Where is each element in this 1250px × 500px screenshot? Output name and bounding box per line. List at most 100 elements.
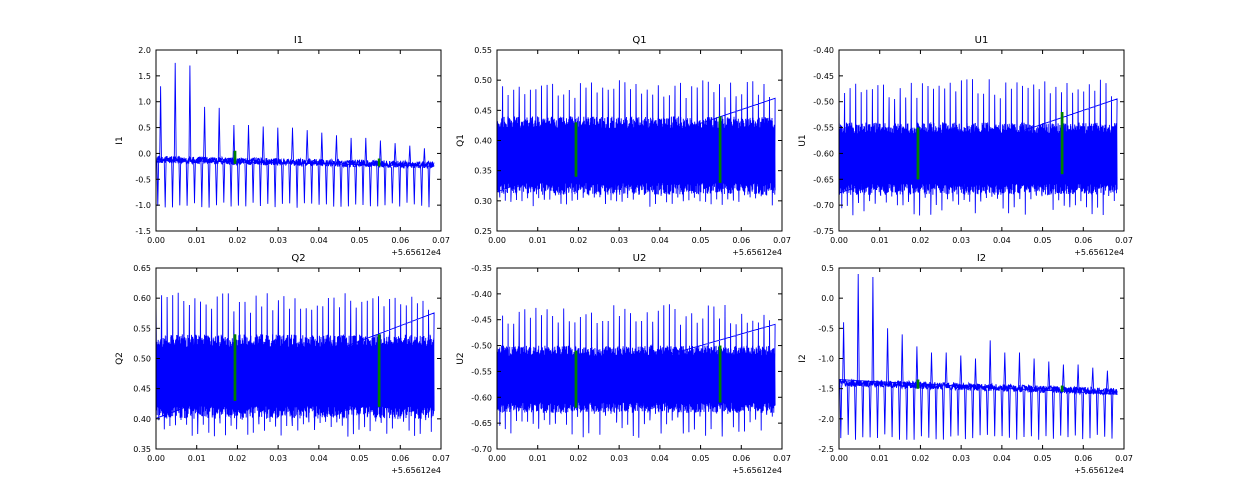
x-tick-label: 0.00 [830,454,848,463]
x-tick-label: 0.03 [610,454,628,463]
y-tick-label: 0.35 [474,167,492,176]
y-tick-label: -0.70 [813,201,834,210]
series-line [497,80,776,207]
x-tick-label: 0.05 [1034,236,1052,245]
y-tick-label: 0.40 [474,137,492,146]
x-tick-label: 0.00 [147,454,165,463]
x-tick-label: 0.04 [993,236,1011,245]
y-tick-label: -0.50 [813,98,834,107]
x-offset-label: +5.65612e4 [391,466,441,475]
plot-area [839,79,1118,216]
x-tick-label: 0.06 [1074,454,1092,463]
series-line [839,79,1118,216]
y-tick-label: 0.45 [133,385,151,394]
x-tick-label: 0.07 [773,236,791,245]
x-tick-label: 0.04 [993,454,1011,463]
plot-area [156,62,436,208]
plot-area [497,80,776,207]
y-tick-label: 0.0 [821,294,834,303]
subplot-Q2: 0.00 0.01 0.02 0.03 0.04 0.05 0.06 0.07 0.35 0.40… [115,253,450,475]
x-tick-label: 0.02 [570,454,588,463]
y-axis-label: I2 [798,354,808,362]
x-tick-label: 0.01 [529,236,547,245]
x-tick-label: 0.04 [310,454,328,463]
subplot-I2: 0.00 0.01 0.02 0.03 0.04 0.05 0.06 0.07 -2.5 -2.0… [798,253,1133,475]
axes-frame [838,49,1125,232]
y-tick-label: 0.30 [474,197,492,206]
y-tick-label: -0.60 [813,149,834,158]
y-tick-label: 0.60 [133,294,151,303]
y-axis-label: Q1 [456,134,466,147]
series-line [497,304,776,438]
x-tick-label: 0.06 [732,236,750,245]
x-tick-label: 0.05 [692,236,710,245]
x-tick-label: 0.02 [912,454,930,463]
subplot-U2: 0.00 0.01 0.02 0.03 0.04 0.05 0.06 0.07 -0.70 -0.… [456,253,791,475]
y-tick-label: 0.50 [474,76,492,85]
x-tick-label: 0.04 [310,236,328,245]
y-axis-label: I1 [115,136,125,144]
y-axis-label: Q2 [115,352,125,365]
y-tick-label: -0.40 [471,290,492,299]
x-tick-label: 0.01 [871,454,889,463]
x-tick-label: 0.05 [351,454,369,463]
axes-frame [496,267,783,450]
plot-area [497,304,776,438]
axes-frame [155,49,442,232]
y-tick-label: -0.55 [813,124,834,133]
x-tick-label: 0.03 [269,236,287,245]
y-tick-label: -0.5 [818,324,834,333]
x-offset-label: +5.65612e4 [1074,466,1124,475]
x-tick-label: 0.05 [692,454,710,463]
x-tick-label: 0.01 [871,236,889,245]
subplot-title: Q1 [632,35,646,46]
y-tick-label: -0.5 [135,175,151,184]
y-tick-label: -0.60 [471,393,492,402]
y-tick-label: 0.50 [133,355,151,364]
subplot-title: I1 [294,35,303,46]
x-offset-label: +5.65612e4 [1074,248,1124,257]
y-tick-label: 0.5 [138,124,151,133]
subplot-title: I2 [977,253,986,264]
y-tick-label: 0.5 [821,264,834,273]
y-tick-label: -1.0 [135,201,151,210]
y-tick-label: -0.45 [813,72,834,81]
x-tick-label: 0.03 [952,454,970,463]
x-tick-label: 0.00 [147,236,165,245]
plot-area [839,273,1119,440]
y-tick-label: -1.5 [135,227,151,236]
y-tick-label: -0.65 [813,175,834,184]
y-tick-label: -0.75 [813,227,834,236]
y-tick-label: -1.5 [818,385,834,394]
subplot-Q1: 0.00 0.01 0.02 0.03 0.04 0.05 0.06 0.07 0.25 0.30… [456,35,791,257]
y-tick-label: 0.25 [474,227,492,236]
x-tick-label: 0.01 [529,454,547,463]
y-tick-label: 0.0 [138,149,151,158]
series-line [156,292,435,437]
subplot-U1: 0.00 0.01 0.02 0.03 0.04 0.05 0.06 0.07 -0.75 -0.… [798,35,1133,257]
x-offset-label: +5.65612e4 [732,466,782,475]
x-tick-label: 0.07 [432,454,450,463]
y-tick-label: 0.35 [133,445,151,454]
x-tick-label: 0.04 [651,236,669,245]
y-tick-label: -0.65 [471,419,492,428]
x-tick-label: 0.03 [269,454,287,463]
x-tick-label: 0.07 [432,236,450,245]
x-tick-label: 0.04 [651,454,669,463]
series-line [839,273,1119,440]
x-tick-label: 0.01 [188,236,206,245]
y-tick-label: -0.45 [471,316,492,325]
x-tick-label: 0.03 [952,236,970,245]
y-tick-label: -0.55 [471,367,492,376]
x-offset-label: +5.65612e4 [391,248,441,257]
y-tick-label: 0.55 [474,46,492,55]
y-tick-label: -2.0 [818,415,834,424]
x-tick-label: 0.02 [570,236,588,245]
y-tick-label: -2.5 [818,445,834,454]
y-axis-label: U2 [456,352,466,364]
x-tick-label: 0.01 [188,454,206,463]
y-tick-label: -0.50 [471,342,492,351]
x-tick-label: 0.00 [488,236,506,245]
plot-area [156,292,435,437]
